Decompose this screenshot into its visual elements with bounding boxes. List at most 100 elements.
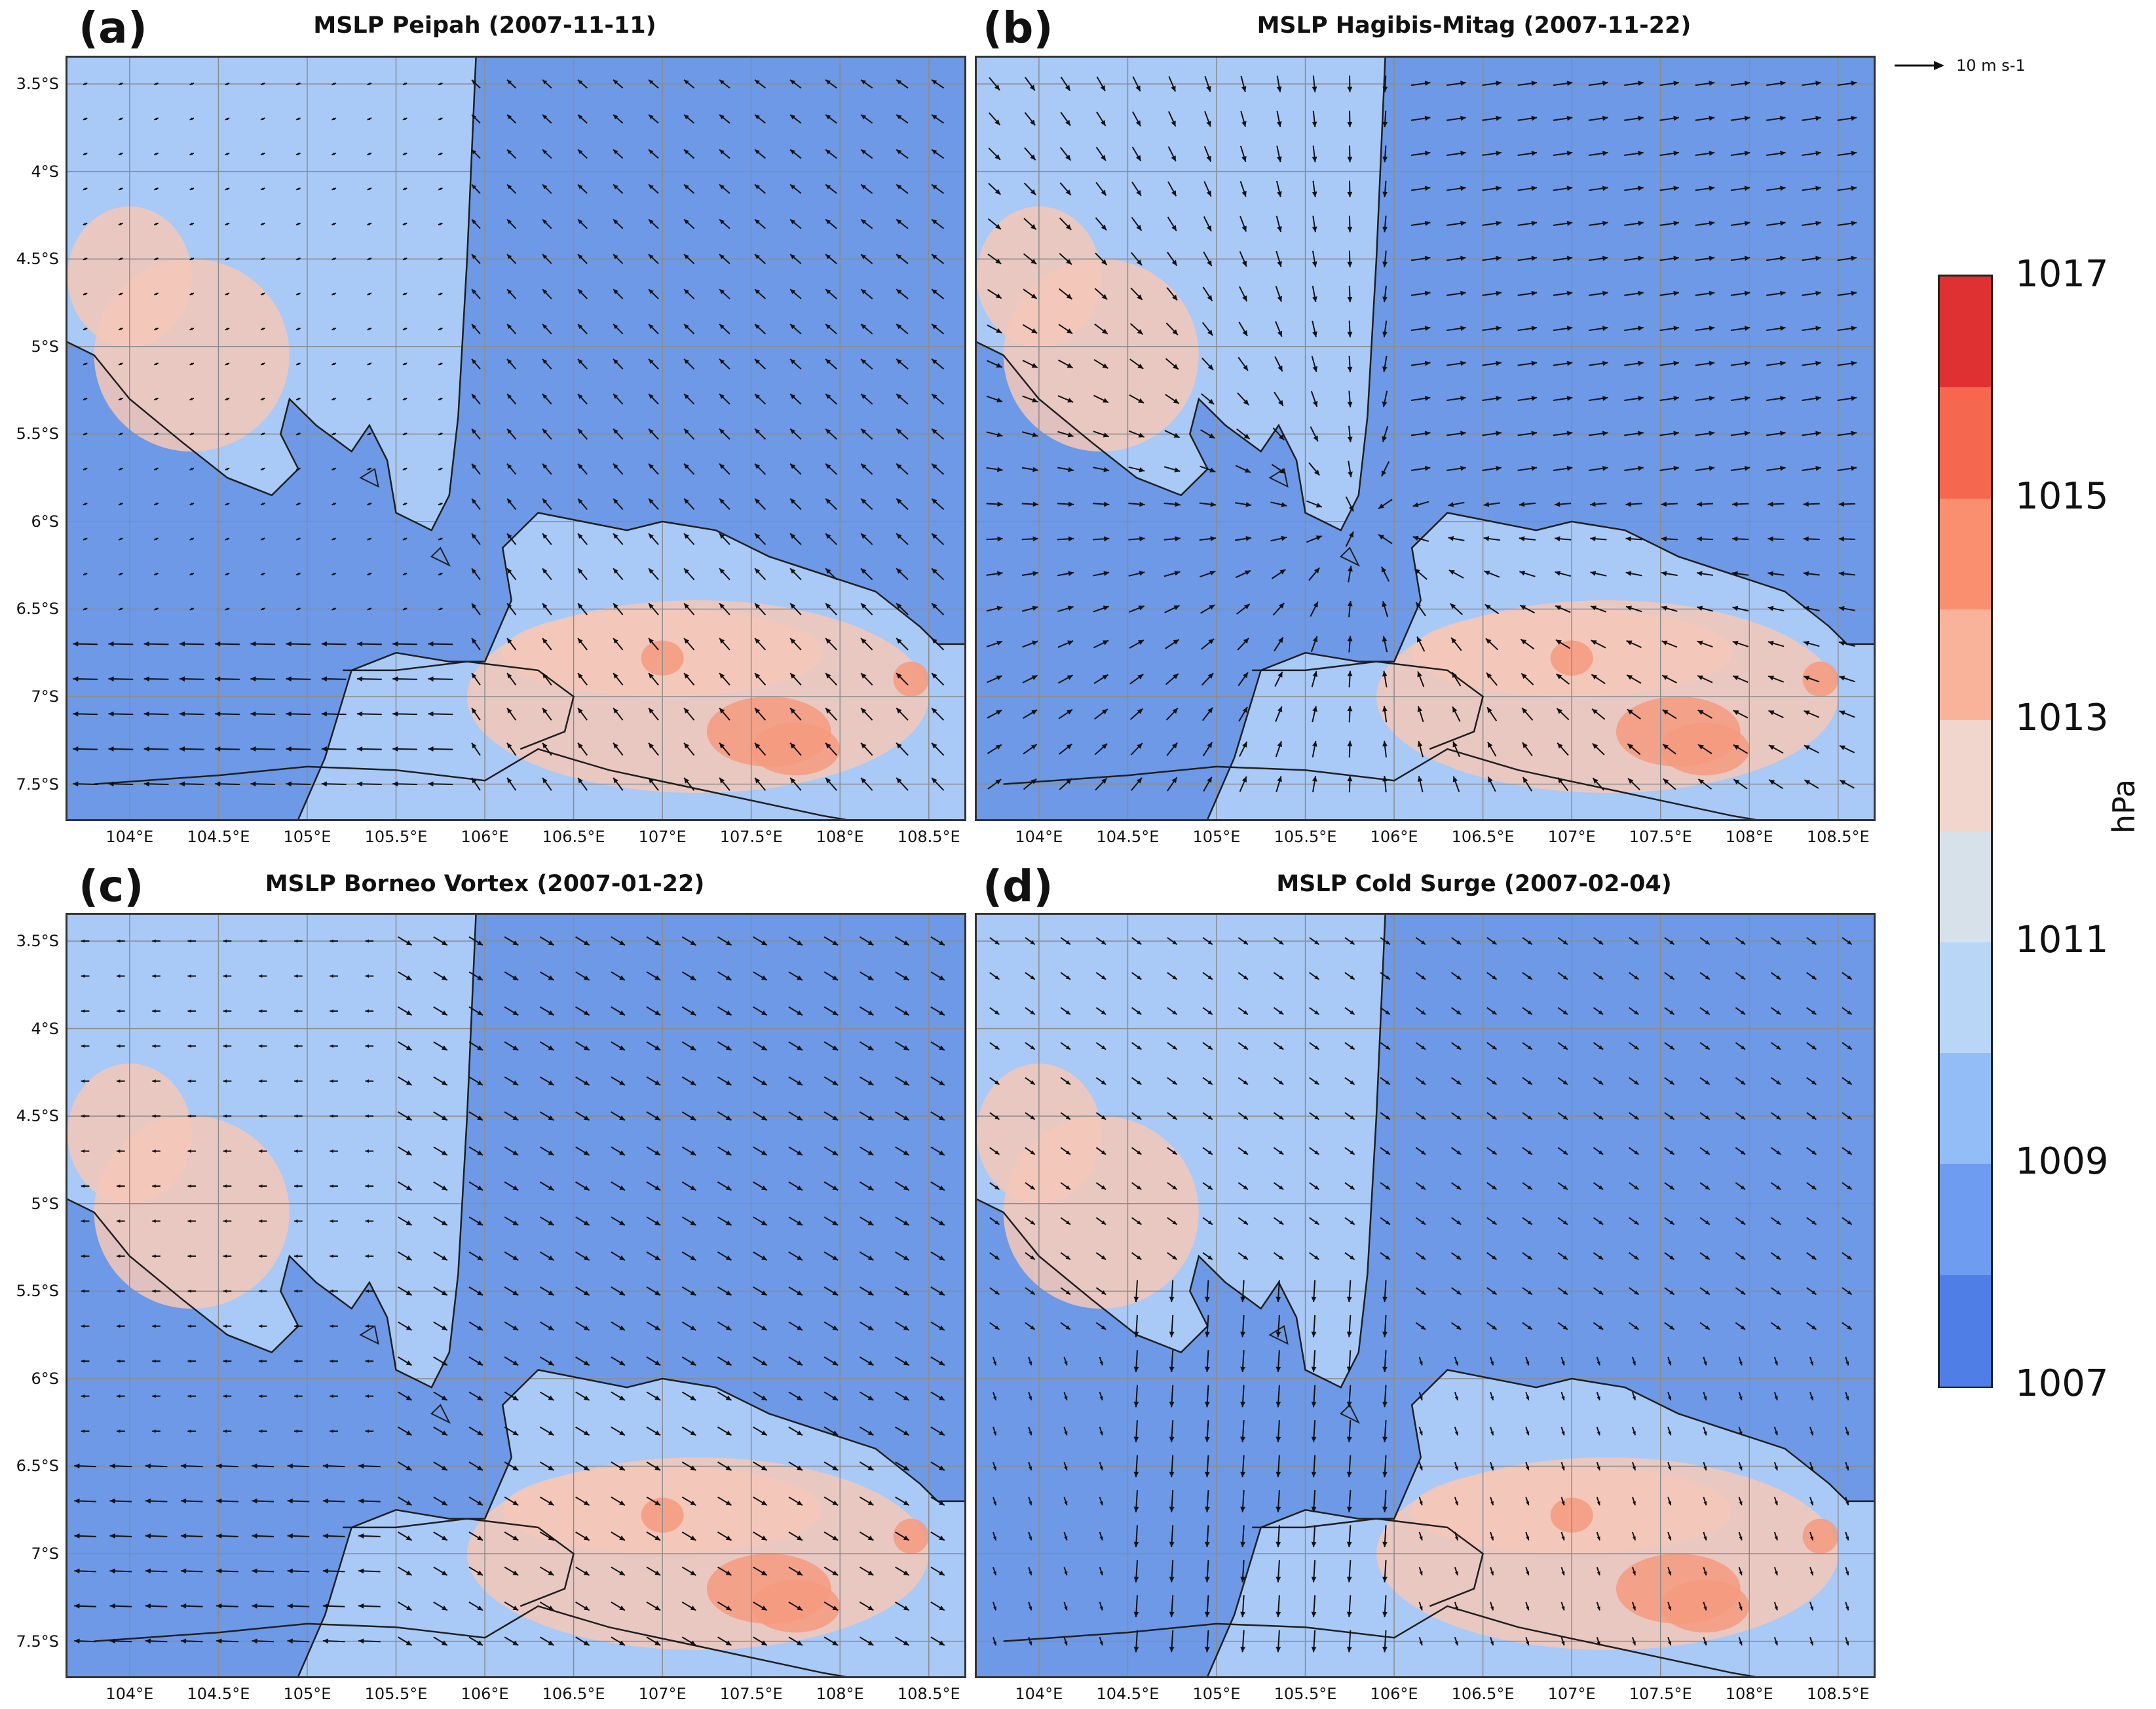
wind-arrowhead [472, 358, 477, 364]
wind-arrowhead [1136, 189, 1141, 196]
wind-arrowhead [1811, 1080, 1817, 1085]
wind-arrowhead [1312, 776, 1317, 782]
wind-arrowhead [189, 82, 193, 85]
wind-arrowhead [832, 1150, 839, 1155]
wind-arrowhead [180, 1498, 187, 1504]
wind-arrowhead [1556, 674, 1562, 680]
wind-arrowhead [1485, 604, 1491, 610]
wind-arrowhead [1101, 1045, 1106, 1050]
wind-arrowhead [1526, 1571, 1530, 1576]
wind-arrowhead [438, 362, 442, 366]
wind-arrowhead [1561, 1571, 1565, 1576]
wind-arrowhead [187, 974, 191, 978]
wind-arrowhead [1456, 1150, 1462, 1155]
wind-arrowhead [330, 1044, 333, 1048]
wind-arrowhead [1705, 1220, 1710, 1225]
wind-arrowhead [1243, 1115, 1248, 1120]
wind-arrowhead [725, 1080, 732, 1086]
wind-arrowhead [331, 292, 335, 296]
wind-arrowhead [861, 742, 867, 749]
wind-arrowhead [1744, 431, 1750, 436]
wind-arrowhead [832, 1255, 839, 1261]
wind-arrowhead [1627, 709, 1633, 715]
wind-arrowhead [152, 1394, 156, 1398]
wind-arrowhead [356, 781, 363, 787]
wind-arrowhead [367, 292, 371, 296]
wind-arrowhead [1417, 776, 1423, 782]
wind-arrowhead [654, 1535, 661, 1541]
wind-arrowhead [1420, 1045, 1426, 1050]
panel-label: (a) [79, 3, 147, 53]
wind-arrowhead [1591, 674, 1598, 680]
wind-arrowhead [1350, 940, 1355, 945]
wind-arrowhead [1519, 501, 1525, 507]
wind-arrowhead [654, 1185, 661, 1191]
wind-arrowhead [825, 429, 831, 434]
wind-arrowhead [1562, 1255, 1568, 1260]
wind-arrowhead [117, 1009, 121, 1013]
wind-arrowhead [1420, 1115, 1426, 1120]
wind-arrowhead [152, 1254, 156, 1258]
wind-arrowhead [1382, 261, 1388, 267]
wind-arrowhead [331, 258, 335, 260]
wind-arrowhead [1634, 1325, 1639, 1330]
wind-arrowhead [1030, 1115, 1035, 1120]
wind-arrowhead [755, 394, 761, 399]
wind-arrowhead [548, 1465, 554, 1470]
wind-arrowhead [1739, 1571, 1743, 1576]
wind-arrowhead [1243, 1150, 1248, 1155]
wind-arrowhead [1492, 940, 1497, 945]
wind-arrowhead [825, 638, 831, 644]
wind-arrowhead [402, 292, 406, 296]
wind-arrowhead [861, 638, 867, 644]
wind-arrowhead [358, 1603, 364, 1609]
wind-arrowhead [832, 1500, 839, 1506]
wind-arrowhead [296, 607, 299, 611]
wind-arrowhead [1346, 1577, 1352, 1583]
wind-arrowhead [1279, 940, 1284, 945]
wind-arrowhead [578, 603, 583, 609]
wind-arrowhead [1240, 1647, 1245, 1653]
wind-arrowhead [1590, 571, 1597, 576]
coastline [297, 512, 964, 819]
colorbar-segment [1940, 609, 1991, 721]
wind-arrowhead [1845, 1571, 1849, 1576]
wind-arrowhead [761, 1640, 767, 1645]
wind-arrowhead [189, 537, 193, 541]
wind-arrowhead [1698, 778, 1705, 784]
wind-arrowhead [1382, 191, 1388, 197]
wind-arrowhead [438, 117, 442, 121]
wind-arrowhead [1279, 975, 1284, 980]
wind-arrowhead [179, 746, 185, 752]
wind-arrowhead [1638, 326, 1644, 331]
wind-arrowhead [1709, 115, 1715, 121]
wind-arrowhead [1845, 1396, 1849, 1400]
wind-arrowhead [578, 219, 583, 225]
wind-arrowhead [1424, 290, 1431, 296]
wind-arrowhead [903, 1395, 909, 1400]
wind-arrowhead [1774, 1396, 1778, 1400]
wind-arrowhead [932, 289, 937, 295]
wind-arrowhead [1347, 121, 1353, 128]
wind-arrowhead [939, 1045, 945, 1050]
wind-arrowhead [1838, 501, 1844, 507]
wind-arrowhead [1602, 151, 1608, 156]
wind-arrowhead [477, 1220, 483, 1225]
wind-arrowhead [330, 1219, 333, 1223]
wind-arrowhead [152, 1219, 156, 1223]
wind-arrowhead [719, 115, 725, 120]
wind-arrowhead [583, 1430, 590, 1436]
wind-arrowhead [296, 467, 299, 470]
wind-arrowhead [1638, 256, 1644, 261]
wind-arrowhead [613, 638, 618, 644]
wind-arrowhead [477, 975, 483, 980]
wind-arrowhead [578, 533, 583, 539]
wind-arrowhead [1169, 1541, 1175, 1548]
wind-arrowhead [1598, 1185, 1604, 1190]
wind-arrowhead [1030, 975, 1035, 980]
wind-arrowhead [1169, 1611, 1175, 1617]
wind-arrowhead [903, 1290, 909, 1296]
wind-arrowhead [1243, 940, 1248, 945]
wind-arrowhead [1424, 465, 1431, 471]
wind-arrowhead [477, 1430, 483, 1436]
